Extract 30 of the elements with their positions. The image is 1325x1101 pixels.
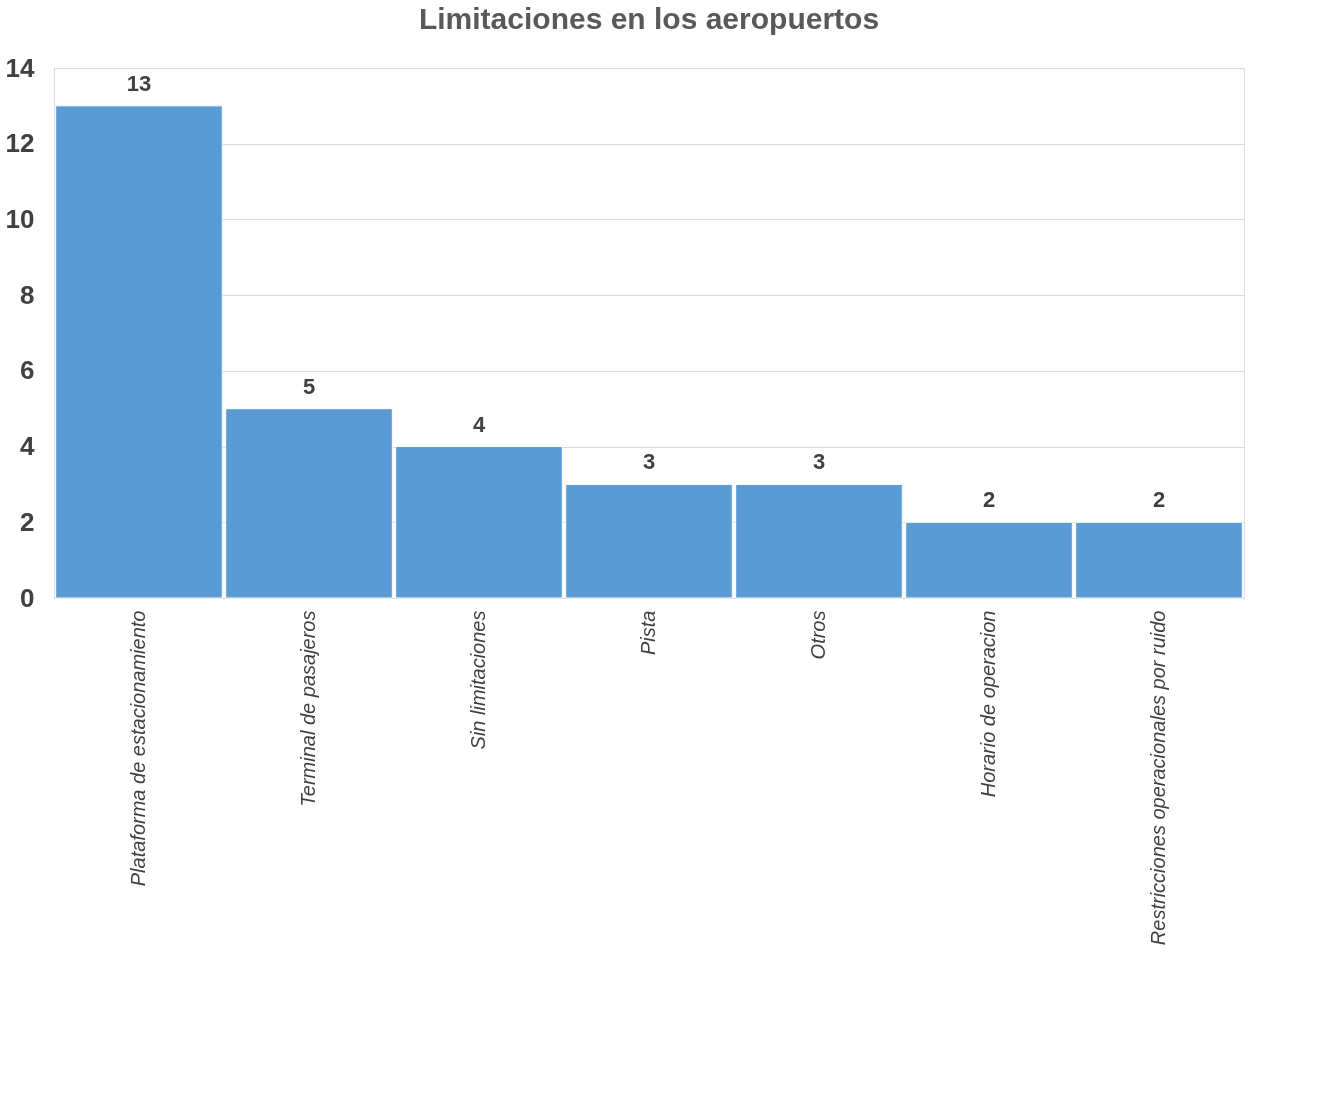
- y-tick-label: 0: [20, 582, 35, 613]
- x-tick-label: Terminal de pasajeros: [297, 610, 319, 807]
- x-tick-label: Pista: [637, 610, 659, 655]
- data-label: 5: [302, 373, 316, 399]
- x-tick-label: Restricciones operacionales por ruido: [1147, 610, 1169, 946]
- y-tick-label: 4: [20, 431, 36, 462]
- data-label: 2: [1152, 487, 1166, 513]
- data-label: 2: [982, 487, 996, 513]
- data-label: 13: [126, 70, 152, 96]
- data-label: 4: [472, 411, 486, 437]
- data-label: 3: [812, 449, 826, 475]
- bar: [905, 521, 1073, 599]
- x-tick-label: Sin limitaciones: [467, 610, 489, 750]
- bar: [565, 483, 733, 599]
- bar: [55, 105, 223, 599]
- chart-title: Limitaciones en los aeropuertos: [418, 2, 880, 35]
- y-tick-label: 12: [5, 128, 35, 159]
- y-tick-label: 6: [20, 355, 35, 386]
- bar: [225, 408, 393, 599]
- data-label: 3: [642, 449, 656, 475]
- x-tick-label: Horario de operacion: [977, 610, 999, 798]
- y-tick-label: 14: [5, 52, 36, 83]
- bar: [395, 446, 563, 599]
- y-tick-label: 2: [20, 506, 35, 537]
- y-tick-label: 10: [5, 203, 35, 234]
- x-tick-label: Plataforma de estacionamiento: [127, 610, 149, 887]
- bar: [735, 483, 903, 599]
- x-tick-label: Otros: [807, 610, 829, 660]
- y-tick-label: 8: [20, 279, 35, 310]
- bar: [1075, 521, 1243, 599]
